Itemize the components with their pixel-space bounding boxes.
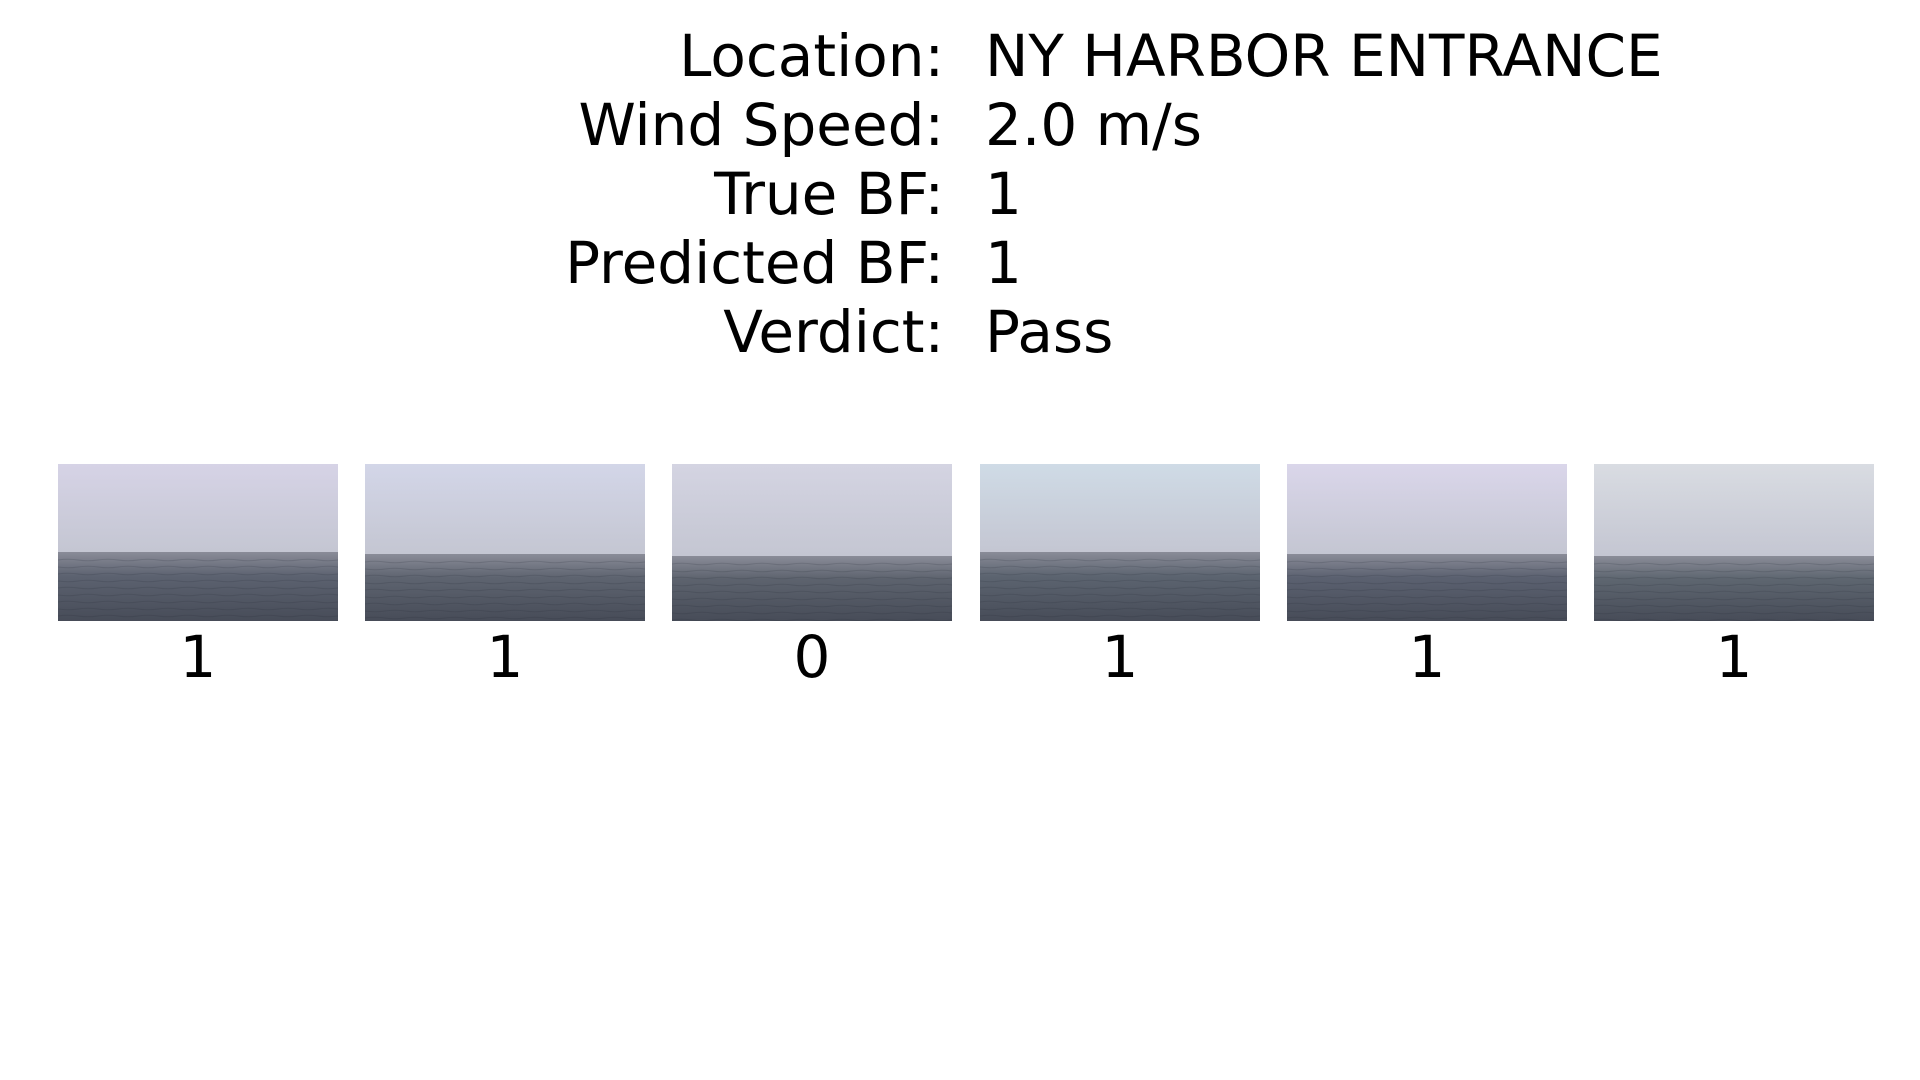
predicted-bf-label: Predicted BF: <box>565 229 944 297</box>
frame-6: 1 <box>1594 464 1874 694</box>
frame-label-1: 1 <box>179 623 217 691</box>
wind-speed-label: Wind Speed: <box>578 91 944 159</box>
frame-label-2: 1 <box>486 623 524 691</box>
sea-image-3 <box>672 464 952 621</box>
frame-1: 1 <box>58 464 338 694</box>
info-row-wind-speed: Wind Speed: 2.0 m/s <box>0 91 1920 160</box>
info-row-true-bf: True BF: 1 <box>0 160 1920 229</box>
true-bf-value: 1 <box>985 160 1022 228</box>
wind-speed-value: 2.0 m/s <box>985 91 1202 159</box>
location-value: NY HARBOR ENTRANCE <box>985 22 1663 90</box>
sea-image-6 <box>1594 464 1874 621</box>
frame-label-5: 1 <box>1408 623 1446 691</box>
sea-image-2 <box>365 464 645 621</box>
frame-5: 1 <box>1287 464 1567 694</box>
verdict-label: Verdict: <box>723 298 944 366</box>
info-row-verdict: Verdict: Pass <box>0 298 1920 367</box>
frame-3: 0 <box>672 464 952 694</box>
sea-image-1 <box>58 464 338 621</box>
location-label: Location: <box>679 22 944 90</box>
frame-2: 1 <box>365 464 645 694</box>
info-row-location: Location: NY HARBOR ENTRANCE <box>0 22 1920 91</box>
frame-strip: 1 1 0 1 1 1 <box>0 464 1920 694</box>
predicted-bf-value: 1 <box>985 229 1022 297</box>
sea-image-5 <box>1287 464 1567 621</box>
verdict-value: Pass <box>985 298 1114 366</box>
frame-label-3: 0 <box>793 623 831 691</box>
info-row-predicted-bf: Predicted BF: 1 <box>0 229 1920 298</box>
frame-4: 1 <box>980 464 1260 694</box>
true-bf-label: True BF: <box>714 160 944 228</box>
sea-image-4 <box>980 464 1260 621</box>
frame-label-6: 1 <box>1715 623 1753 691</box>
info-panel: Location: NY HARBOR ENTRANCE Wind Speed:… <box>0 22 1920 367</box>
frame-label-4: 1 <box>1101 623 1139 691</box>
